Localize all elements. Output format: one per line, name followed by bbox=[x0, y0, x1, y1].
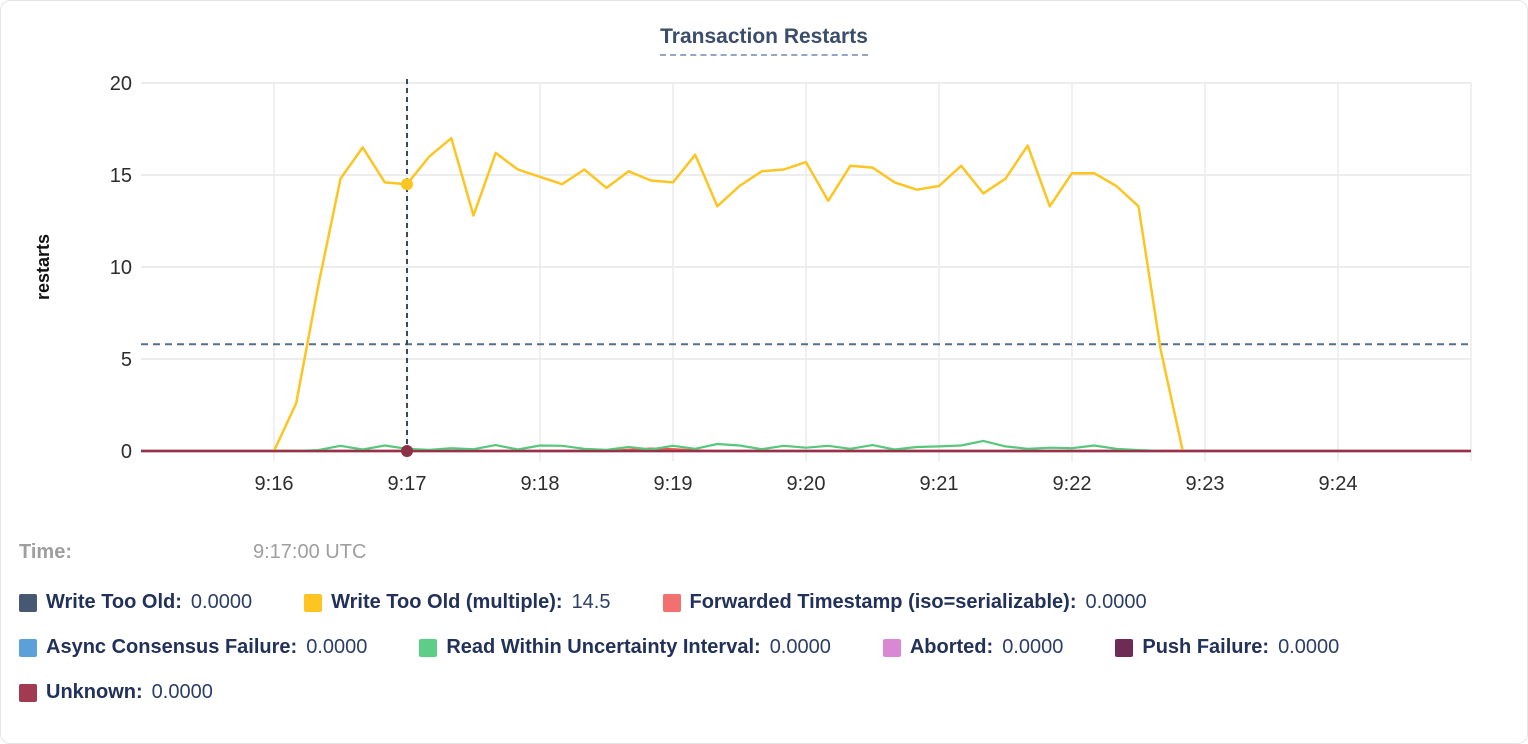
svg-text:9:24: 9:24 bbox=[1319, 473, 1358, 495]
legend-swatch-icon bbox=[419, 638, 438, 657]
reference-lines bbox=[141, 79, 1471, 451]
svg-text:0: 0 bbox=[121, 441, 132, 463]
legend-item: Aborted: 0.0000 bbox=[882, 636, 1064, 659]
legend-item: Unknown: 0.0000 bbox=[19, 681, 213, 704]
svg-text:15: 15 bbox=[110, 165, 132, 187]
legend-value: 14.5 bbox=[571, 591, 611, 613]
legend-row-2: Async Consensus Failure: 0.0000 Read Wit… bbox=[19, 636, 1339, 659]
legend-value: 0.0000 bbox=[769, 636, 831, 658]
legend-value: 0.0000 bbox=[151, 681, 213, 703]
legend-label: Read Within Uncertainty Interval: bbox=[446, 636, 761, 658]
svg-text:9:17: 9:17 bbox=[388, 473, 427, 495]
svg-text:10: 10 bbox=[110, 257, 132, 279]
svg-text:5: 5 bbox=[121, 349, 132, 371]
legend-value: 0.0000 bbox=[1278, 636, 1340, 658]
series-lines bbox=[141, 136, 1471, 453]
hover-time-label: Time: bbox=[19, 541, 72, 563]
legend-row-3: Unknown: 0.0000 bbox=[19, 681, 213, 704]
hover-time-row: Time: 9:17:00 UTC bbox=[19, 541, 719, 567]
legend-label: Write Too Old: bbox=[46, 591, 182, 613]
legend-item: Async Consensus Failure: 0.0000 bbox=[19, 636, 367, 659]
legend-value: 0.0000 bbox=[1002, 636, 1064, 658]
y-axis-label: restarts bbox=[33, 234, 53, 300]
svg-text:9:22: 9:22 bbox=[1053, 473, 1092, 495]
svg-text:9:21: 9:21 bbox=[920, 473, 959, 495]
legend-swatch-icon bbox=[19, 593, 37, 612]
legend-item: Write Too Old: 0.0000 bbox=[19, 591, 252, 614]
legend-swatch-icon bbox=[1115, 638, 1134, 657]
legend-label: Push Failure: bbox=[1142, 636, 1270, 658]
legend-label: Unknown: bbox=[46, 681, 143, 703]
legend-label: Async Consensus Failure: bbox=[46, 636, 298, 658]
chart-title-row: Transaction Restarts bbox=[1, 25, 1527, 56]
legend-swatch-icon bbox=[662, 593, 681, 612]
svg-text:9:16: 9:16 bbox=[255, 473, 294, 495]
legend-item: Write Too Old (multiple): 14.5 bbox=[304, 591, 611, 614]
legend-swatch-icon bbox=[19, 638, 37, 657]
legend-label: Write Too Old (multiple): bbox=[331, 591, 563, 613]
axis-ticks: 0 5 10 15 20 9:16 9:17 9:18 9:19 9:20 9:21 9:22 9:23… bbox=[110, 73, 1358, 495]
svg-text:20: 20 bbox=[110, 73, 132, 95]
svg-text:9:23: 9:23 bbox=[1186, 473, 1225, 495]
gridlines bbox=[141, 82, 1472, 461]
legend-item: Forwarded Timestamp (iso=serializable): … bbox=[662, 591, 1147, 614]
svg-text:9:20: 9:20 bbox=[787, 473, 826, 495]
transaction-restarts-chart[interactable]: 0 5 10 15 20 9:16 9:17 9:18 9:19 9:20 9:21 9:22 9:23… bbox=[1, 1, 1528, 513]
chart-title[interactable]: Transaction Restarts bbox=[660, 25, 868, 56]
hover-markers bbox=[401, 178, 413, 457]
legend-item: Push Failure: 0.0000 bbox=[1115, 636, 1339, 659]
legend-swatch-icon bbox=[882, 638, 901, 657]
legend-row-1: Write Too Old: 0.0000 Write Too Old (mul… bbox=[19, 591, 1147, 614]
legend-value: 0.0000 bbox=[306, 636, 368, 658]
legend-item: Read Within Uncertainty Interval: 0.0000 bbox=[419, 636, 831, 659]
legend-swatch-icon bbox=[19, 683, 37, 702]
legend-label: Aborted: bbox=[909, 636, 994, 658]
legend-label: Forwarded Timestamp (iso=serializable): bbox=[689, 591, 1077, 613]
hover-time-value: 9:17:00 UTC bbox=[253, 541, 367, 563]
legend-value: 0.0000 bbox=[1085, 591, 1147, 613]
legend-value: 0.0000 bbox=[190, 591, 253, 613]
legend-swatch-icon bbox=[304, 593, 323, 612]
svg-text:9:18: 9:18 bbox=[521, 473, 560, 495]
svg-text:9:19: 9:19 bbox=[654, 473, 693, 495]
